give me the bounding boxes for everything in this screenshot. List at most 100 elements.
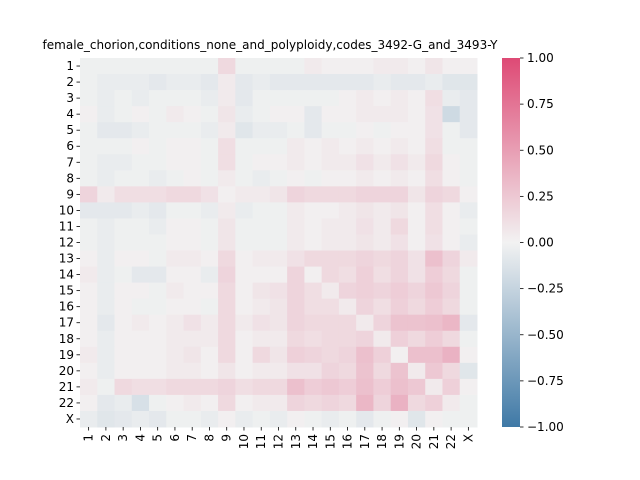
- heatmap-cell: [442, 250, 461, 268]
- heatmap-cell: [338, 154, 357, 171]
- heatmap-cell: [80, 154, 98, 171]
- heatmap-cell: [166, 218, 185, 235]
- colorbar-tick-label: 0.50: [527, 143, 554, 157]
- heatmap-cell: [459, 186, 478, 203]
- y-tick-label: 18: [59, 332, 74, 346]
- heatmap-cell: [459, 346, 478, 364]
- heatmap-cell: [338, 58, 357, 75]
- heatmap-cell: [287, 122, 305, 139]
- heatmap-cell: [235, 410, 254, 428]
- heatmap-cell: [200, 202, 219, 219]
- heatmap-cell: [356, 58, 374, 75]
- heatmap-cell: [252, 234, 271, 252]
- heatmap-cell: [131, 90, 150, 107]
- heatmap-cell: [287, 90, 305, 107]
- heatmap-cell: [338, 138, 357, 155]
- heatmap-cell: [218, 154, 236, 171]
- heatmap-cell: [218, 394, 236, 412]
- heatmap-cell: [425, 218, 443, 235]
- heatmap-cell: [407, 106, 426, 123]
- heatmap-cell: [269, 314, 288, 332]
- heatmap-cell: [459, 282, 478, 300]
- heatmap-cell: [407, 330, 426, 348]
- heatmap-cell: [149, 122, 167, 139]
- heatmap-cell: [166, 298, 185, 316]
- heatmap-cell: [287, 170, 305, 187]
- heatmap-cell: [321, 410, 340, 428]
- heatmap-cell: [183, 250, 202, 268]
- heatmap-cell: [304, 138, 323, 155]
- heatmap-cell: [407, 378, 426, 396]
- heatmap-cell: [131, 234, 150, 252]
- heatmap-cell: [269, 394, 288, 412]
- heatmap-cell: [114, 218, 133, 235]
- heatmap-cell: [183, 170, 202, 187]
- heatmap-cell: [373, 378, 392, 396]
- heatmap-cell: [114, 378, 133, 396]
- y-tick-label: X: [66, 412, 74, 426]
- heatmap-cell: [131, 266, 150, 284]
- heatmap-cell: [407, 394, 426, 412]
- heatmap-cell: [235, 378, 254, 396]
- heatmap-cell: [356, 410, 374, 428]
- heatmap-cell: [166, 394, 185, 412]
- heatmap-cell: [166, 122, 185, 139]
- heatmap-cell: [131, 394, 150, 412]
- heatmap-cell: [459, 410, 478, 428]
- heatmap-cell: [183, 378, 202, 396]
- heatmap-cell: [114, 234, 133, 252]
- heatmap-cell: [269, 282, 288, 300]
- heatmap-cell: [252, 58, 271, 75]
- heatmap-cell: [304, 250, 323, 268]
- heatmap-cell: [80, 186, 98, 203]
- heatmap-cell: [287, 106, 305, 123]
- y-tick-label: 4: [66, 107, 74, 121]
- heatmap-cell: [442, 330, 461, 348]
- heatmap-cell: [235, 330, 254, 348]
- heatmap-cell: [114, 138, 133, 155]
- heatmap-cell: [304, 298, 323, 316]
- heatmap-cell: [407, 186, 426, 203]
- heatmap-cell: [200, 314, 219, 332]
- heatmap-cell: [218, 282, 236, 300]
- heatmap-cell: [166, 330, 185, 348]
- heatmap-cell: [252, 314, 271, 332]
- heatmap-cell: [80, 202, 98, 219]
- heatmap-cell: [321, 394, 340, 412]
- colorbar-tick-label: 1.00: [527, 51, 554, 65]
- heatmap-cell: [149, 138, 167, 155]
- heatmap-cell: [407, 234, 426, 252]
- heatmap-cell: [407, 250, 426, 268]
- heatmap-cell: [200, 106, 219, 123]
- heatmap-cell: [338, 330, 357, 348]
- heatmap-cell: [321, 138, 340, 155]
- heatmap-cell: [269, 234, 288, 252]
- heatmap-cell: [425, 186, 443, 203]
- heatmap-cell: [218, 314, 236, 332]
- heatmap-cell: [459, 58, 478, 75]
- heatmap-cell: [425, 330, 443, 348]
- heatmap-cell: [304, 234, 323, 252]
- heatmap-cell: [287, 298, 305, 316]
- heatmap-cell: [200, 186, 219, 203]
- heatmap-cell: [321, 202, 340, 219]
- x-tick-label: X: [461, 434, 475, 442]
- heatmap-cell: [373, 362, 392, 380]
- heatmap-cell: [459, 234, 478, 252]
- heatmap-cell: [442, 298, 461, 316]
- heatmap-cell: [287, 202, 305, 219]
- heatmap-cell: [166, 202, 185, 219]
- heatmap-cell: [114, 282, 133, 300]
- y-tick-label: 7: [66, 155, 74, 169]
- heatmap-cell: [338, 346, 357, 364]
- heatmap-cell: [442, 218, 461, 235]
- x-tick-label: 9: [220, 434, 234, 442]
- heatmap-cell: [183, 410, 202, 428]
- heatmap-cell: [304, 122, 323, 139]
- heatmap-cell: [235, 90, 254, 107]
- heatmap-cell: [425, 346, 443, 364]
- heatmap-cell: [287, 330, 305, 348]
- heatmap-cell: [356, 378, 374, 396]
- heatmap-cell: [252, 170, 271, 187]
- heatmap-cell: [80, 282, 98, 300]
